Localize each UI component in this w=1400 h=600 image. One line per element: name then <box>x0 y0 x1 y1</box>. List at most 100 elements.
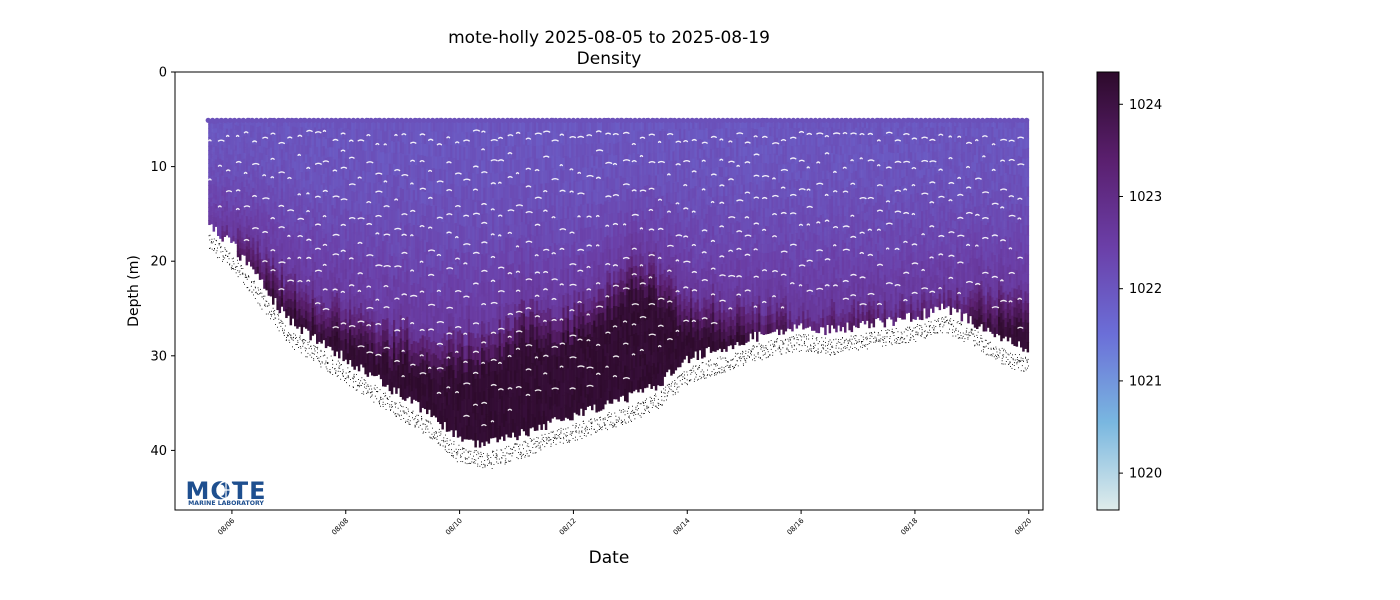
profile-cell <box>254 267 257 275</box>
profile-cell <box>307 312 310 322</box>
profile-cell <box>362 160 365 172</box>
profile-cell <box>349 319 352 331</box>
profile-cell <box>280 165 284 174</box>
profile-cell <box>465 385 469 400</box>
profile-cell <box>626 295 629 308</box>
profile-cell <box>362 335 365 347</box>
profile-cell <box>415 306 418 319</box>
profile-cell <box>272 180 275 189</box>
profile-cell <box>456 239 460 253</box>
profile-cell <box>661 240 664 253</box>
profile-cell <box>397 130 400 142</box>
profile-cell <box>415 141 418 154</box>
profile-cell <box>608 119 612 132</box>
profile-cell <box>652 140 656 153</box>
profile-cell <box>467 359 471 373</box>
profile-cell <box>628 142 631 155</box>
profile-cell <box>228 217 231 223</box>
profile-cell <box>518 330 521 344</box>
profile-cell <box>531 299 535 313</box>
subtitle-line: Density <box>577 49 642 69</box>
profile-cell <box>426 205 429 219</box>
profile-cell <box>494 146 497 161</box>
profile-cell <box>269 221 273 230</box>
profile-cell <box>397 354 400 366</box>
profile-cell <box>410 190 414 204</box>
profile-cell <box>395 245 398 258</box>
profile-cell <box>333 237 337 249</box>
profile-cell <box>428 180 431 194</box>
profile-cell <box>225 148 229 154</box>
profile-cell <box>309 284 312 295</box>
profile-cell <box>322 146 326 156</box>
profile-cell <box>276 253 279 263</box>
profile-cell <box>547 282 550 296</box>
profile-cell <box>305 284 308 294</box>
profile-cell <box>465 118 469 133</box>
profile-cell <box>509 184 513 199</box>
profile-cell <box>487 281 491 296</box>
profile-cell <box>571 407 574 421</box>
profile-cell <box>258 119 262 127</box>
profile-cell <box>349 149 352 161</box>
profile-cell <box>514 396 517 411</box>
profile-cell <box>239 218 242 226</box>
profile-cell <box>243 130 246 137</box>
profile-cell <box>368 350 372 362</box>
profile-cell <box>291 126 295 136</box>
profile-cell <box>597 264 601 278</box>
profile-cell <box>604 249 607 262</box>
profile-cell <box>494 371 497 385</box>
profile-cell <box>357 276 361 288</box>
profile-cell <box>393 375 396 388</box>
profile-cell <box>461 373 464 388</box>
profile-cell <box>252 237 255 245</box>
profile-cell <box>300 234 304 245</box>
profile-cell <box>441 415 444 430</box>
profile-cell <box>613 387 616 400</box>
profile-cell <box>243 124 246 131</box>
profile-cell <box>375 289 378 301</box>
profile-cell <box>300 198 304 209</box>
profile-cell <box>498 425 502 440</box>
profile-cell <box>610 379 614 392</box>
profile-cell <box>573 132 576 145</box>
profile-cell <box>258 219 262 227</box>
profile-cell <box>250 186 253 194</box>
profile-cell <box>236 125 240 133</box>
profile-cell <box>360 333 363 345</box>
profile-cell <box>426 217 429 231</box>
profile-cell <box>659 241 662 254</box>
profile-cell <box>208 145 211 151</box>
profile-cell <box>646 353 649 366</box>
profile-cell <box>478 173 482 188</box>
profile-cell <box>388 379 392 392</box>
profile-cell <box>478 200 482 216</box>
profile-cell <box>432 229 436 243</box>
profile-cell <box>338 317 341 329</box>
profile-cell <box>503 120 506 135</box>
profile-cell <box>287 208 290 218</box>
profile-cell <box>393 308 396 321</box>
profile-cell <box>476 426 480 441</box>
profile-cell <box>637 210 640 223</box>
profile-cell <box>364 172 367 184</box>
profile-cell <box>214 159 218 165</box>
profile-cell <box>318 156 321 167</box>
profile-cell <box>544 235 548 249</box>
profile-cell <box>423 179 427 193</box>
profile-cell <box>500 369 504 384</box>
profile-cell <box>492 184 495 199</box>
profile-cell <box>494 199 497 214</box>
profile-cell <box>212 212 216 218</box>
profile-cell <box>463 332 466 347</box>
profile-cell <box>496 320 499 335</box>
profile-cell <box>384 375 387 387</box>
profile-cell <box>298 265 301 275</box>
profile-cell <box>351 221 354 233</box>
profile-cell <box>214 204 218 210</box>
profile-cell <box>511 146 515 161</box>
profile-cell <box>329 289 332 300</box>
profile-cell <box>514 251 517 265</box>
profile-cell <box>357 349 361 361</box>
